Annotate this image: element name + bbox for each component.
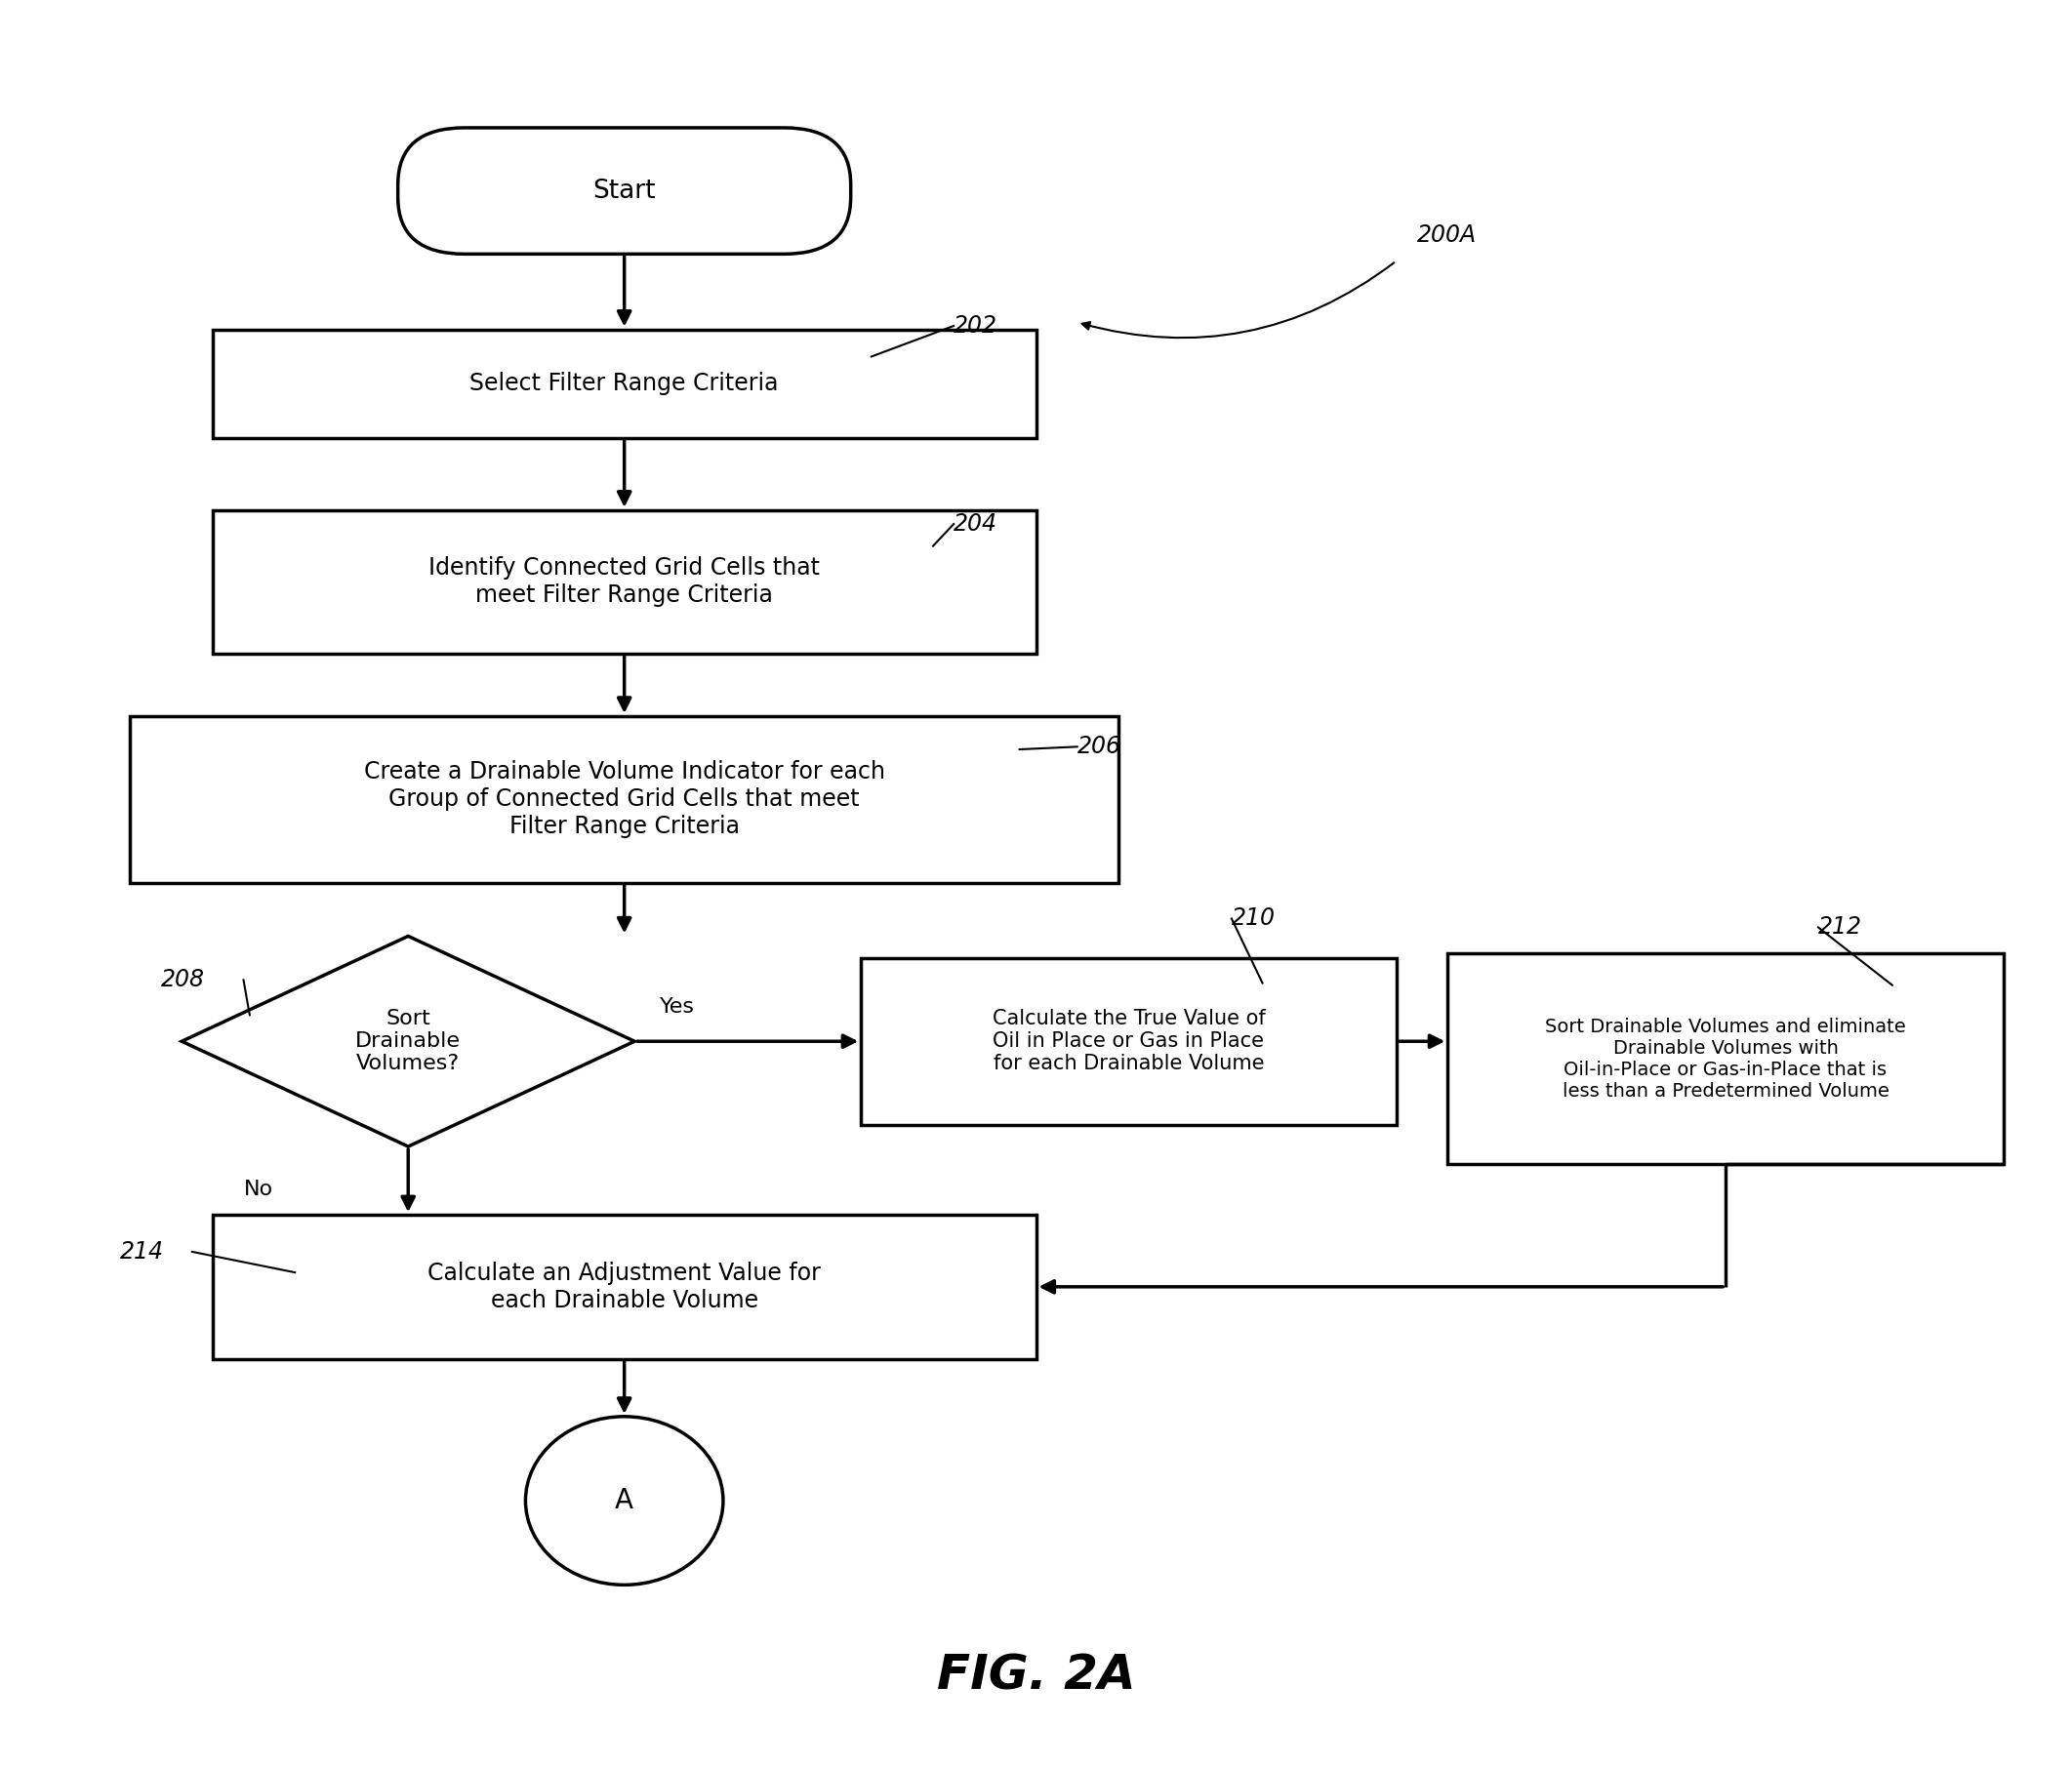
Text: 214: 214 [120, 1240, 164, 1263]
Bar [862, 958, 1397, 1124]
Text: Calculate the True Value of
Oil in Place or Gas in Place
for each Drainable Volu: Calculate the True Value of Oil in Place… [992, 1009, 1266, 1074]
Text: Yes: Yes [659, 998, 694, 1018]
Text: No: No [244, 1180, 274, 1200]
Text: Calculate an Adjustment Value for
each Drainable Volume: Calculate an Adjustment Value for each D… [427, 1262, 821, 1313]
Bar [213, 329, 1036, 438]
Text: Select Filter Range Criteria: Select Filter Range Criteria [470, 373, 779, 396]
Text: Sort
Drainable
Volumes?: Sort Drainable Volumes? [356, 1009, 460, 1074]
Text: Create a Drainable Volume Indicator for each
Group of Connected Grid Cells that : Create a Drainable Volume Indicator for … [365, 760, 885, 838]
Text: Start: Start [593, 178, 655, 203]
Text: 202: 202 [953, 315, 997, 337]
Text: 210: 210 [1231, 906, 1276, 929]
Circle shape [526, 1417, 723, 1585]
Text: 204: 204 [953, 512, 997, 535]
Text: 212: 212 [1819, 915, 1863, 938]
Polygon shape [182, 937, 634, 1147]
Text: 208: 208 [162, 968, 205, 991]
Text: Identify Connected Grid Cells that
meet Filter Range Criteria: Identify Connected Grid Cells that meet … [429, 557, 821, 608]
Bar [213, 511, 1036, 654]
Bar [1448, 954, 2004, 1164]
Bar [131, 716, 1119, 884]
Text: 206: 206 [1077, 735, 1121, 758]
Text: FIG. 2A: FIG. 2A [937, 1652, 1135, 1700]
Bar [213, 1216, 1036, 1359]
Text: A: A [615, 1488, 634, 1514]
Text: 200A: 200A [1417, 223, 1477, 246]
Text: Sort Drainable Volumes and eliminate
Drainable Volumes with
Oil-in-Place or Gas-: Sort Drainable Volumes and eliminate Dra… [1546, 1018, 1906, 1101]
FancyBboxPatch shape [398, 127, 852, 254]
